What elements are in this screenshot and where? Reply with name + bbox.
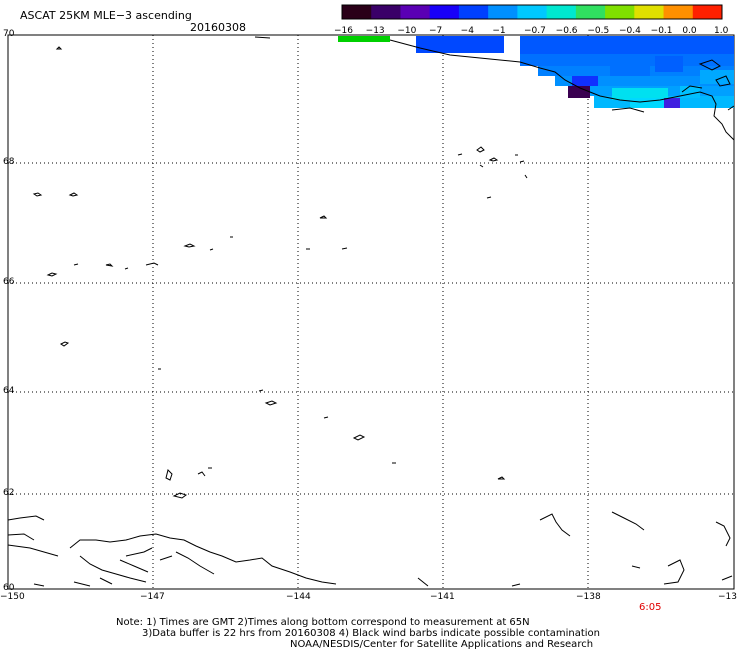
colorbar-swatch bbox=[371, 5, 401, 19]
colorbar-label: −0.7 bbox=[524, 26, 546, 36]
colorbar-label: −0.5 bbox=[587, 26, 610, 36]
lon-label-150: −150 bbox=[0, 592, 25, 602]
pass-time: 6:05 bbox=[639, 602, 662, 613]
colorbar-border bbox=[341, 4, 723, 20]
colorbar-swatch bbox=[692, 5, 723, 19]
colorbar-label: −1 bbox=[492, 26, 506, 36]
colorbar-swatch bbox=[429, 5, 460, 19]
lat-label-70: 70 bbox=[3, 29, 15, 39]
colorbar-swatch bbox=[634, 5, 665, 19]
colorbar-label: −0.4 bbox=[619, 26, 641, 36]
colorbar-label: 0.0 bbox=[682, 26, 697, 36]
colorbar-label: −4 bbox=[460, 26, 474, 36]
colorbar-label: −0.1 bbox=[650, 26, 673, 36]
south-coast bbox=[7, 515, 521, 587]
colorbar-swatch bbox=[342, 5, 372, 19]
lon-label-138: −138 bbox=[576, 592, 601, 602]
lon-label-135: −13 bbox=[718, 592, 737, 602]
colorbar-swatch bbox=[605, 5, 635, 19]
note-line-1: Note: 1) Times are GMT 2)Times along bot… bbox=[116, 617, 530, 628]
arctic-coast bbox=[389, 39, 735, 141]
wind-swath bbox=[338, 36, 734, 108]
colorbar-swatch bbox=[663, 5, 694, 19]
lat-label-64: 64 bbox=[3, 386, 15, 396]
lon-label-141: −141 bbox=[430, 592, 455, 602]
colorbar-label: −7 bbox=[429, 26, 443, 36]
lat-label-68: 68 bbox=[3, 157, 15, 167]
colorbar-label: −16 bbox=[334, 26, 353, 36]
colorbar-swatch bbox=[517, 5, 548, 19]
note-line-2: 3)Data buffer is 22 hrs from 20160308 4)… bbox=[142, 628, 600, 639]
lat-label-62: 62 bbox=[3, 488, 15, 498]
colorbar-label: −0.6 bbox=[555, 26, 578, 36]
chart-date: 20160308 bbox=[190, 21, 246, 34]
graticule bbox=[8, 35, 734, 589]
colorbar-swatch bbox=[488, 5, 518, 19]
lon-label-147: −147 bbox=[140, 592, 165, 602]
colorbar-label: 1.0 bbox=[714, 26, 729, 36]
map-frame bbox=[7, 34, 735, 590]
colorbar-label: −13 bbox=[365, 26, 385, 36]
coastlines bbox=[7, 36, 735, 587]
colorbar bbox=[341, 4, 723, 20]
note-line-3: NOAA/NESDIS/Center for Satellite Applica… bbox=[290, 639, 594, 650]
chart-title: ASCAT 25KM MLE−3 ascending bbox=[20, 9, 192, 22]
lat-label-66: 66 bbox=[3, 277, 15, 287]
colorbar-swatch bbox=[575, 5, 606, 19]
colorbar-swatch bbox=[400, 5, 431, 19]
colorbar-swatch bbox=[458, 5, 489, 19]
colorbar-label: −10 bbox=[397, 26, 417, 36]
lon-label-144: −144 bbox=[286, 592, 311, 602]
colorbar-swatch bbox=[546, 5, 577, 19]
lat-label-60: 60 bbox=[3, 583, 15, 593]
